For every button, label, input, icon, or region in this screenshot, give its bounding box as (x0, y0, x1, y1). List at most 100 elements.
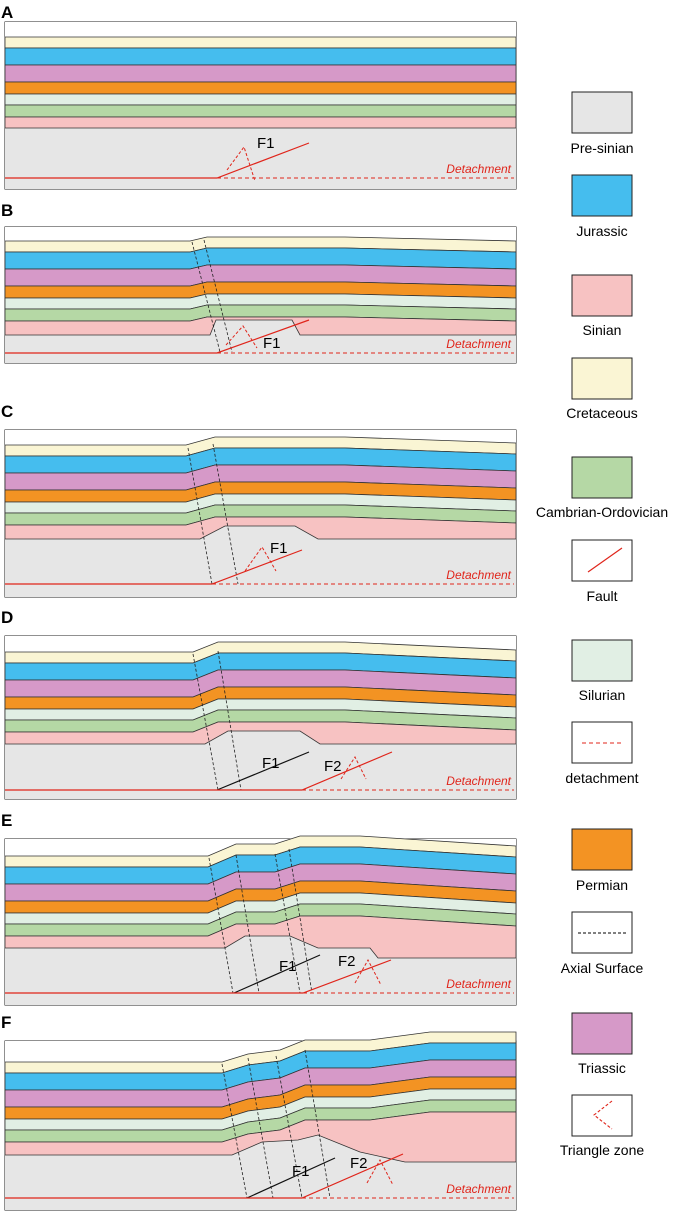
legend-item-permian: Permian (571, 828, 633, 893)
triangle-zone (244, 546, 277, 572)
legend-swatch (571, 91, 633, 134)
sinian-layer (4, 116, 517, 129)
legend-item-pre-sinian: Pre-sinian (570, 91, 634, 156)
axial-surface-line (191, 241, 221, 353)
legend-label: Silurian (579, 687, 626, 703)
legend-label: Cretaceous (566, 405, 638, 421)
legend-item-jurassic: Jurassic (571, 174, 633, 239)
legend-item-silurian: Silurian (571, 639, 633, 703)
fault-label: F1 (262, 755, 280, 772)
axial-surface-line (192, 653, 219, 791)
panel-label: C (1, 402, 13, 421)
legend-label: Triassic (578, 1060, 626, 1076)
sinian-layer (4, 915, 517, 959)
axial-surface-line (221, 1063, 248, 1199)
sinian-layer (4, 316, 517, 336)
legend-label: Permian (576, 877, 628, 893)
legend-label: Pre-sinian (570, 140, 633, 156)
fault-label: F1 (257, 135, 275, 152)
panel-label: F (1, 1013, 11, 1032)
axial-surface-line (274, 853, 301, 994)
detachment-label: Detachment (446, 337, 511, 351)
panel-label: D (1, 608, 13, 627)
axial-surface-line (217, 650, 242, 791)
legend-item-cambrian-ordovician: Cambrian-Ordovician (536, 456, 668, 520)
triangle-zone-symbol (593, 1100, 613, 1130)
sky-area (5, 22, 516, 37)
sky-area (5, 836, 516, 856)
legend-swatch (571, 456, 633, 499)
triangle-zone (226, 145, 256, 182)
legend-item-axial-surface: Axial Surface (561, 911, 644, 976)
triangle-zone (366, 1158, 394, 1186)
sinian-layer (4, 516, 517, 540)
legend: Pre-sinian Jurassic Sinian Cretaceous Cambri… (536, 91, 668, 1158)
fault-label: F1 (263, 335, 281, 352)
legend-swatch (571, 174, 633, 217)
legend-swatch (571, 1094, 633, 1137)
sky-area (5, 636, 516, 652)
legend-swatch (571, 639, 633, 682)
panels: A F1 Detachment B F1 Detachment C F1 Detachment D… (1, 3, 517, 1211)
cambrian-ordovician-layer (4, 104, 517, 118)
panel-b: B F1 Detachment (1, 201, 517, 364)
legend-swatch (571, 828, 633, 871)
legend-label: Sinian (583, 322, 622, 338)
cretaceous-layer (4, 36, 517, 49)
legend-label: Cambrian-Ordovician (536, 504, 668, 520)
fault-label: F1 (270, 540, 288, 557)
triassic-layer (4, 64, 517, 83)
triangle-zone (354, 958, 382, 986)
legend-label: detachment (565, 770, 638, 786)
panel-d: D F1 F2 Detachment (1, 608, 517, 800)
axial-surface-line (288, 848, 313, 994)
legend-item-detachment: detachment (565, 721, 639, 786)
legend-item-sinian: Sinian (571, 274, 633, 338)
legend-item-fault: Fault (571, 539, 633, 604)
triangle-zone (225, 325, 258, 349)
detachment-label: Detachment (446, 162, 511, 176)
fault-label: F2 (350, 1155, 368, 1172)
legend-item-cretaceous: Cretaceous (566, 357, 638, 421)
axial-surface-line (203, 239, 233, 353)
fault-label: F2 (338, 953, 356, 970)
legend-swatch (571, 721, 633, 764)
legend-swatch (571, 1012, 633, 1055)
legend-swatch (571, 539, 633, 582)
legend-label: Triangle zone (560, 1142, 645, 1158)
panel-a: A F1 Detachment (1, 3, 517, 190)
detachment-label: Detachment (446, 977, 511, 991)
legend-label: Jurassic (576, 223, 627, 239)
sky-area (5, 227, 516, 241)
inactive-fault-line (246, 1157, 336, 1199)
legend-label: Fault (586, 588, 617, 604)
sinian-layer (4, 1111, 517, 1163)
inactive-fault-line (233, 954, 321, 994)
axial-surface-line (247, 1057, 274, 1199)
legend-item-triangle-zone: Triangle zone (560, 1094, 645, 1158)
fault-symbol (587, 547, 623, 573)
panel-c: C F1 Detachment (1, 402, 517, 598)
legend-item-triassic: Triassic (571, 1012, 633, 1076)
triangle-zone (340, 755, 367, 780)
axial-surface-line (235, 854, 260, 994)
legend-swatch (571, 357, 633, 400)
panel-label: B (1, 201, 13, 220)
legend-swatch (571, 274, 633, 317)
axial-surface-line (187, 447, 213, 585)
sinian-layer (4, 721, 517, 745)
fault-label: F2 (324, 758, 342, 775)
axial-surface-line (212, 443, 239, 585)
panel-f: F F1 F2 Detachment (1, 1013, 517, 1211)
panel-label: E (1, 811, 12, 830)
legend-label: Axial Surface (561, 960, 644, 976)
legend-swatch (571, 911, 633, 954)
axial-surface-line (208, 857, 234, 994)
fault-label: F1 (279, 958, 297, 975)
jurassic-layer (4, 47, 517, 66)
panel-label: A (1, 3, 13, 22)
detachment-label: Detachment (446, 1182, 511, 1196)
silurian-layer (4, 93, 517, 106)
inactive-fault-line (216, 751, 310, 791)
